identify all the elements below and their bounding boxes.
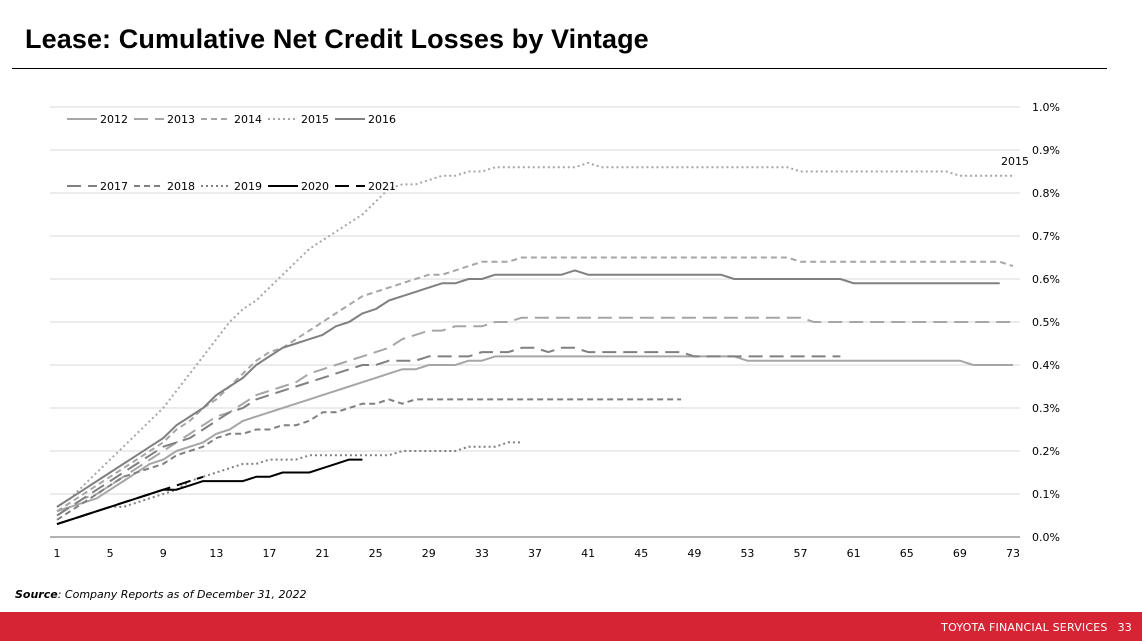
footer-brand: TOYOTA FINANCIAL SERVICES: [941, 621, 1108, 634]
slide-title: Lease: Cumulative Net Credit Losses by V…: [25, 24, 649, 54]
x-tick-label: 21: [316, 547, 330, 560]
source-text: : Company Reports as of December 31, 202…: [57, 588, 307, 601]
x-tick-label: 41: [581, 547, 595, 560]
page-number: 33: [1117, 621, 1132, 634]
y-tick-label: 0.3%: [1032, 402, 1060, 415]
title-divider: [12, 68, 1107, 69]
x-tick-label: 53: [740, 547, 754, 560]
gridlines: [50, 106, 1020, 538]
x-tick-label: 45: [634, 547, 648, 560]
legend-item-2017: 2017: [67, 180, 128, 193]
x-tick-label: 1: [54, 547, 61, 560]
legend-label: 2014: [234, 113, 262, 126]
y-tick-label: 0.6%: [1032, 273, 1060, 286]
x-tick-label: 13: [209, 547, 223, 560]
legend-label: 2013: [167, 113, 195, 126]
y-tick-label: 0.9%: [1032, 144, 1060, 157]
legend-item-2018: 2018: [134, 180, 195, 193]
footer-bar: TOYOTA FINANCIAL SERVICES 33: [0, 612, 1142, 641]
legend-item-2016: 2016: [335, 113, 396, 126]
legend-item-2021: 2021: [335, 180, 396, 193]
series-lines: [56, 161, 1014, 526]
legend: 2012 2013 2014 2015 2016 2017 2018 2019 2020 2021: [67, 113, 396, 193]
series-line-2012: [56, 355, 1013, 513]
x-tick-label: 5: [107, 547, 114, 560]
legend-item-2014: 2014: [201, 113, 262, 126]
x-tick-label: 61: [847, 547, 861, 560]
legend-item-2015: 2015: [268, 113, 329, 126]
x-axis-ticks: 1 5 9 13 17 21 25 29 33 37 41 45 49 53 57 61 65 69 73: [54, 547, 1021, 560]
series-line-2019: [56, 441, 522, 526]
line-chart: 0.0% 0.1% 0.2% 0.3% 0.4% 0.5% 0.6% 0.7% 0.8% 0.9%…: [50, 101, 1060, 560]
x-tick-label: 9: [160, 547, 167, 560]
series-line-2017: [56, 346, 841, 517]
legend-item-2019: 2019: [201, 180, 262, 193]
footer-text: TOYOTA FINANCIAL SERVICES 33: [931, 621, 1132, 634]
legend-item-2020: 2020: [268, 180, 329, 193]
y-tick-label: 0.4%: [1032, 359, 1060, 372]
legend-label: 2020: [301, 180, 329, 193]
x-tick-label: 17: [262, 547, 276, 560]
x-tick-label: 65: [900, 547, 914, 560]
x-tick-label: 69: [953, 547, 967, 560]
legend-label: 2019: [234, 180, 262, 193]
series-line-2020: [56, 458, 363, 526]
legend-label: 2012: [100, 113, 128, 126]
y-axis-ticks: 0.0% 0.1% 0.2% 0.3% 0.4% 0.5% 0.6% 0.7% 0.8% 0.9%…: [1032, 101, 1060, 544]
x-tick-label: 49: [687, 547, 701, 560]
series-line-2021: [56, 475, 204, 526]
legend-label: 2017: [100, 180, 128, 193]
y-tick-label: 0.7%: [1032, 230, 1060, 243]
x-tick-label: 33: [475, 547, 489, 560]
legend-label: 2016: [368, 113, 396, 126]
legend-label: 2021: [368, 180, 396, 193]
x-tick-label: 25: [369, 547, 383, 560]
source-note: Source: Company Reports as of December 3…: [15, 588, 307, 601]
legend-label: 2015: [301, 113, 329, 126]
y-tick-label: 0.0%: [1032, 531, 1060, 544]
annotation-2015: 2015: [1001, 155, 1029, 168]
legend-item-2012: 2012: [67, 113, 128, 126]
source-label: Source: [15, 588, 58, 601]
x-tick-label: 29: [422, 547, 436, 560]
legend-item-2013: 2013: [134, 113, 195, 126]
series-line-2015: [56, 161, 1013, 508]
series-line-2016: [56, 269, 1000, 508]
y-tick-label: 0.5%: [1032, 316, 1060, 329]
x-tick-label: 57: [794, 547, 808, 560]
x-tick-label: 37: [528, 547, 542, 560]
x-tick-label: 73: [1006, 547, 1020, 560]
y-tick-label: 0.1%: [1032, 488, 1060, 501]
y-tick-label: 0.8%: [1032, 187, 1060, 200]
series-line-2013: [56, 316, 1013, 513]
y-tick-label: 0.2%: [1032, 445, 1060, 458]
legend-label: 2018: [167, 180, 195, 193]
y-tick-label: 1.0%: [1032, 101, 1060, 114]
series-line-2014: [56, 256, 1014, 513]
